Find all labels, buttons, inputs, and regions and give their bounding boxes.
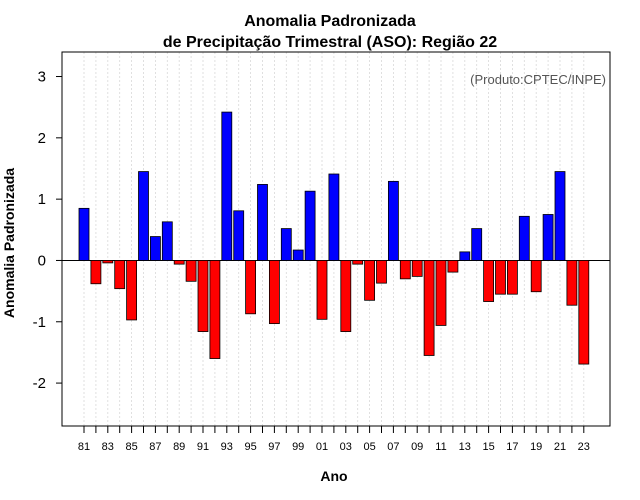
x-tick-label: 19	[530, 441, 542, 453]
bar-2021	[554, 171, 566, 261]
chart-title-line2: de Precipitação Trimestral (ASO): Região…	[163, 34, 497, 51]
bar-2005	[364, 260, 376, 301]
bar-2016	[495, 260, 506, 295]
x-tick-label: 99	[292, 441, 304, 453]
x-tick-label: 91	[197, 441, 209, 453]
y-tick-label: 1	[38, 191, 46, 208]
x-tick-label: 07	[387, 441, 399, 453]
bar-1999	[292, 249, 304, 261]
bar-1997	[268, 260, 280, 325]
bar-2013	[459, 251, 471, 261]
x-tick-label: 05	[363, 441, 375, 453]
x-tick-label: 01	[316, 441, 328, 453]
bar-2008	[399, 260, 411, 280]
x-tick-label: 17	[506, 441, 518, 453]
x-tick-label: 81	[78, 441, 90, 453]
bar-1982	[90, 260, 102, 285]
x-tick-label: 87	[149, 441, 161, 453]
x-tick-label: 85	[125, 441, 137, 453]
y-tick-label: 0	[38, 252, 46, 269]
bar-2009	[411, 260, 423, 277]
credit-label: (Produto:CPTEC/INPE)	[470, 72, 606, 87]
bar-2002	[328, 173, 340, 261]
bar-1983	[102, 260, 114, 264]
bar-2010	[423, 260, 435, 356]
x-tick-label: 97	[268, 441, 280, 453]
y-axis-label: Anomalia Padronizada	[1, 168, 17, 318]
bar-2020	[542, 214, 554, 261]
bar-2004	[352, 260, 364, 265]
chart-title-line1: Anomalia Padronizada	[244, 13, 416, 30]
bar-2023	[578, 260, 590, 365]
bar-2014	[471, 228, 483, 261]
bar-1996	[257, 184, 268, 261]
x-axis-label: Ano	[320, 468, 347, 484]
plot-frame	[61, 51, 611, 427]
x-tick-label: 21	[554, 441, 566, 453]
x-tick-label: 83	[102, 441, 114, 453]
bar-2012	[447, 260, 459, 273]
bar-2001	[316, 260, 328, 320]
y-tick-label: 2	[38, 130, 46, 147]
x-tick-label: 11	[435, 441, 446, 453]
bar-2017	[506, 260, 518, 295]
bar-2006	[376, 260, 387, 284]
bar-2022	[566, 260, 578, 306]
y-tick-label: -2	[33, 375, 46, 392]
bar-1993	[221, 111, 233, 261]
x-tick-label: 13	[459, 441, 471, 453]
x-tick-label: 23	[578, 441, 590, 453]
bar-1990	[185, 260, 197, 282]
bar-1986	[138, 171, 149, 261]
y-axis: -2 -1 0 1 2 3	[33, 69, 62, 392]
bar-1991	[197, 260, 209, 332]
x-axis: 81 83 85 87 89 91 93 95 97 99 01 03 05 07 09 11 13 15 17 19…	[78, 426, 590, 453]
bar-1984	[114, 260, 126, 290]
bar-series	[78, 111, 590, 365]
x-tick-label: 93	[221, 441, 233, 453]
bar-2000	[304, 190, 316, 261]
bar-1995	[245, 260, 257, 315]
bar-2018	[518, 215, 530, 261]
bar-1992	[209, 260, 221, 359]
bar-2015	[483, 260, 495, 302]
bar-2007	[387, 180, 399, 261]
bar-1998	[280, 228, 292, 261]
x-tick-label: 03	[340, 441, 352, 453]
x-tick-label: 09	[411, 441, 423, 453]
bar-2019	[530, 260, 542, 293]
x-tick-label: 89	[173, 441, 185, 453]
bar-1981	[78, 207, 90, 261]
bar-2011	[435, 260, 447, 326]
y-tick-label: -1	[33, 314, 46, 331]
bar-1994	[233, 210, 245, 261]
x-tick-label: 15	[482, 441, 494, 453]
bar-1987	[149, 236, 161, 261]
x-tick-label: 95	[244, 441, 256, 453]
bar-1989	[173, 260, 185, 265]
y-tick-label: 3	[38, 69, 46, 86]
bar-1988	[161, 221, 173, 261]
bar-1985	[126, 260, 137, 321]
bar-2003	[340, 260, 352, 332]
